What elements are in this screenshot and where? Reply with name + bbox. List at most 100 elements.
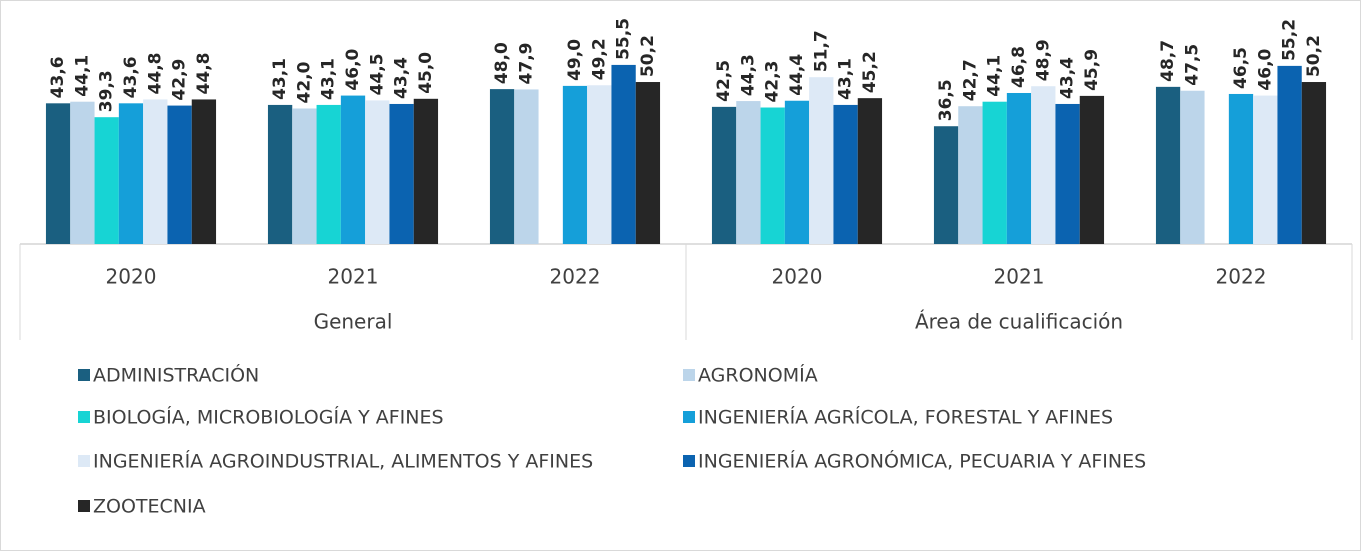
data-label: 45,0 (416, 52, 436, 94)
data-label: 50,2 (638, 35, 658, 77)
bar (1006, 92, 1032, 244)
bar (833, 104, 858, 244)
legend-swatch (78, 411, 90, 423)
data-label: 42,3 (763, 61, 783, 103)
legend-label: INGENIERÍA AGROINDUSTRIAL, ALIMENTOS Y A… (93, 450, 593, 473)
bar (45, 103, 71, 244)
bar (1180, 90, 1205, 244)
bar (1228, 93, 1254, 245)
legend-swatch (78, 455, 90, 467)
data-label: 46,0 (1255, 48, 1275, 90)
data-label: 45,9 (1082, 49, 1102, 91)
data-label: 44,8 (194, 52, 214, 94)
x-tick-label: 2022 (1216, 265, 1267, 289)
data-label: 55,2 (1280, 19, 1300, 61)
group-label: General (314, 310, 393, 334)
data-label: 42,0 (294, 61, 314, 103)
data-label: 43,1 (319, 58, 339, 100)
bar (191, 99, 217, 244)
data-label: 44,8 (145, 52, 165, 94)
data-label: 42,5 (714, 60, 734, 102)
bar (635, 82, 661, 244)
legend-label: ADMINISTRACIÓN (93, 363, 259, 387)
bar (711, 106, 737, 244)
legend-swatch (78, 369, 90, 381)
bar (1277, 65, 1302, 244)
bar (389, 103, 414, 244)
data-label: 44,4 (787, 54, 807, 96)
legend-swatch (683, 369, 695, 381)
bar (292, 108, 317, 244)
bar (70, 101, 95, 244)
data-label: 49,0 (565, 39, 585, 81)
bar (982, 101, 1007, 244)
data-label: 51,7 (811, 30, 831, 72)
bar (489, 89, 515, 245)
data-label: 39,3 (97, 70, 117, 112)
data-label: 43,1 (836, 58, 856, 100)
legend-label: INGENIERÍA AGRÍCOLA, FORESTAL Y AFINES (698, 406, 1113, 429)
data-label: 45,2 (860, 51, 880, 93)
data-label: 36,5 (936, 79, 956, 121)
data-label: 46,8 (1009, 46, 1029, 88)
data-label: 43,4 (392, 57, 412, 99)
data-label: 48,7 (1158, 40, 1178, 82)
bar (1301, 82, 1327, 244)
data-label: 49,2 (589, 38, 609, 80)
data-label: 43,6 (48, 56, 68, 98)
x-tick-label: 2020 (772, 265, 823, 289)
bar (562, 85, 588, 244)
bar (857, 98, 883, 244)
bar (167, 105, 192, 245)
data-label: 44,1 (72, 55, 92, 97)
data-label: 50,2 (1304, 35, 1324, 77)
bar (933, 126, 959, 244)
x-tick-label: 2022 (550, 265, 601, 289)
x-tick-label: 2021 (328, 265, 379, 289)
data-label: 47,5 (1182, 44, 1202, 86)
bar (94, 117, 119, 244)
data-label: 44,1 (985, 55, 1005, 97)
data-label: 44,3 (738, 54, 758, 96)
bar (1253, 95, 1278, 244)
bar (587, 85, 612, 244)
group-label: Área de cualificación (915, 310, 1123, 334)
legend-label: BIOLOGÍA, MICROBIOLOGÍA Y AFINES (93, 406, 444, 429)
data-label: 47,9 (516, 42, 536, 84)
bar (413, 98, 439, 244)
bar (1031, 86, 1056, 244)
x-tick-label: 2020 (106, 265, 157, 289)
data-label: 43,1 (270, 58, 290, 100)
x-tick-label: 2021 (994, 265, 1045, 289)
bar (736, 101, 761, 244)
legend-label: ZOOTECNIA (93, 496, 206, 518)
bar (958, 106, 983, 244)
bar (760, 107, 785, 245)
bar (267, 104, 293, 244)
legend-swatch (683, 455, 695, 467)
bar (809, 77, 834, 244)
bar (514, 89, 539, 245)
legend-swatch (683, 411, 695, 423)
bar (365, 100, 390, 244)
legend-label: INGENIERÍA AGRONÓMICA, PECUARIA Y AFINES (698, 449, 1146, 473)
bar (611, 64, 636, 244)
bar (316, 104, 341, 244)
data-label: 46,0 (343, 48, 363, 90)
data-label: 48,9 (1033, 39, 1053, 81)
legend-swatch (78, 500, 90, 512)
data-label: 42,7 (960, 59, 980, 101)
data-label: 46,5 (1231, 47, 1251, 89)
data-label: 43,6 (121, 56, 141, 98)
legend-label: AGRONOMÍA (698, 364, 818, 387)
data-label: 43,4 (1058, 57, 1078, 99)
bar (118, 103, 144, 244)
bar (1055, 103, 1080, 244)
bar (784, 100, 810, 245)
data-label: 55,5 (614, 18, 634, 60)
bar (143, 99, 168, 244)
bar (1079, 95, 1105, 245)
data-label: 48,0 (492, 42, 512, 84)
